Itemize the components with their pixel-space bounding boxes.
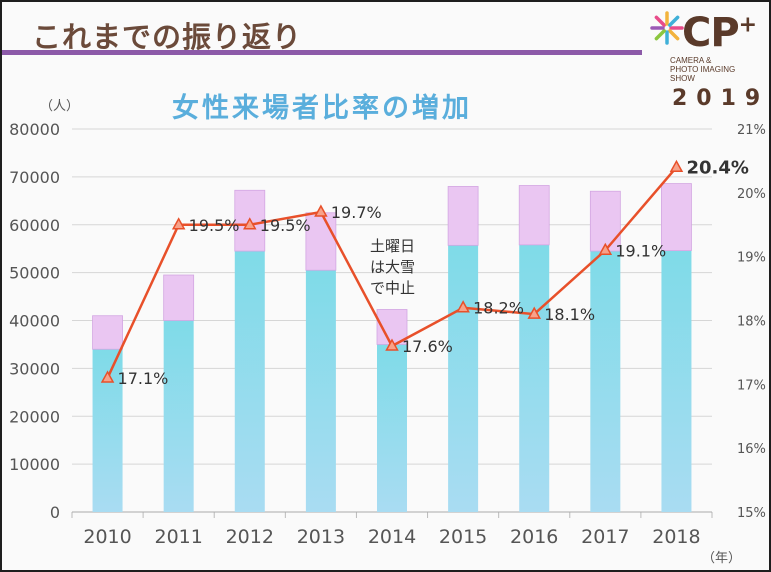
y2-tick-label: 16% — [737, 442, 766, 457]
x-tick-label: 2015 — [439, 526, 487, 548]
x-tick-label: 2017 — [581, 526, 629, 548]
data-label: 17.6% — [402, 337, 453, 356]
bar-segment-lower — [448, 245, 479, 512]
bar-segment-lower — [234, 251, 265, 513]
x-tick-label: 2010 — [83, 526, 131, 548]
y2-tick-label: 15% — [737, 506, 766, 521]
y-tick-label: 20000 — [9, 407, 60, 426]
y-tick-label: 10000 — [9, 455, 60, 474]
ratio-marker — [669, 159, 684, 173]
bar-segment-upper — [518, 185, 550, 246]
y2-tick-label: 17% — [737, 378, 766, 393]
starburst-ray — [668, 29, 680, 41]
x-tick-label: 2016 — [510, 526, 558, 548]
logo-wordmark: CP+ — [682, 10, 757, 56]
annotation-line: は大雪 — [370, 258, 415, 276]
data-label: 19.5% — [260, 216, 311, 235]
x-tick-label: 2018 — [652, 526, 700, 548]
ratio-marker — [456, 300, 470, 313]
ratio-marker — [314, 204, 328, 217]
y-tick-label: 80000 — [9, 120, 60, 139]
x-tick-label: 2014 — [368, 526, 416, 548]
bar-segment-lower — [163, 320, 194, 512]
page-title: これまでの振り返り — [32, 20, 303, 54]
annotation-line: で中止 — [370, 279, 415, 297]
y-unit-label: （人） — [40, 99, 79, 114]
starburst-icon — [650, 11, 684, 45]
ratio-marker — [243, 217, 257, 230]
y2-tick-label: 20% — [737, 187, 766, 202]
y2-tick-label: 18% — [737, 315, 766, 330]
bar-segment-upper — [661, 183, 692, 252]
y-tick-label: 0 — [50, 503, 60, 522]
starburst-ray — [654, 29, 666, 41]
data-label: 17.1% — [118, 369, 169, 388]
starburst-ray — [668, 15, 680, 27]
y2-tick-label: 21% — [737, 123, 766, 138]
bar-segment-lower — [305, 270, 336, 512]
bar-segment-upper — [589, 190, 621, 252]
x-tick-label: 2011 — [154, 526, 202, 548]
y2-tick-label: 19% — [737, 251, 766, 266]
y-tick-label: 70000 — [9, 168, 60, 187]
ratio-marker — [598, 242, 613, 256]
cp-plus-logo: CP+ CAMERA & PHOTO IMAGING SHOW 2019 — [650, 6, 768, 114]
starburst-ray — [654, 15, 666, 27]
x-tick-label: 2013 — [297, 526, 345, 548]
bar-segment-lower — [377, 344, 407, 512]
y-tick-label: 60000 — [9, 216, 60, 235]
ratio-marker — [100, 370, 115, 383]
data-label: 20.4% — [686, 157, 748, 178]
bar-segment-upper — [305, 212, 337, 271]
data-label: 19.5% — [189, 216, 240, 235]
annotation-line: 土曜日 — [370, 237, 415, 255]
y-tick-label: 50000 — [9, 264, 60, 283]
ratio-marker — [385, 338, 399, 351]
x-tick-label: 2012 — [226, 526, 274, 548]
bar-segment-lower — [661, 250, 692, 513]
bar-segment-lower — [519, 244, 550, 513]
y-tick-label: 40000 — [9, 312, 60, 331]
logo-subtitle: CAMERA & PHOTO IMAGING SHOW — [670, 56, 736, 83]
bar-segment-upper — [447, 186, 479, 246]
data-label: 19.1% — [615, 241, 666, 260]
header-divider — [2, 50, 642, 55]
bar-segment-lower — [590, 251, 621, 513]
data-label: 18.2% — [473, 299, 524, 318]
ratio-marker — [171, 217, 186, 230]
chart-title: 女性来場者比率の増加 — [172, 93, 472, 124]
bar-segment-upper — [92, 315, 123, 350]
x-unit-label: （年） — [702, 551, 741, 566]
y-tick-label: 30000 — [9, 359, 60, 378]
data-label: 18.1% — [544, 305, 595, 324]
bar-segment-upper — [163, 274, 195, 321]
ratio-marker — [527, 306, 541, 319]
data-label: 19.7% — [331, 203, 382, 222]
logo-year: 2019 — [672, 86, 769, 111]
